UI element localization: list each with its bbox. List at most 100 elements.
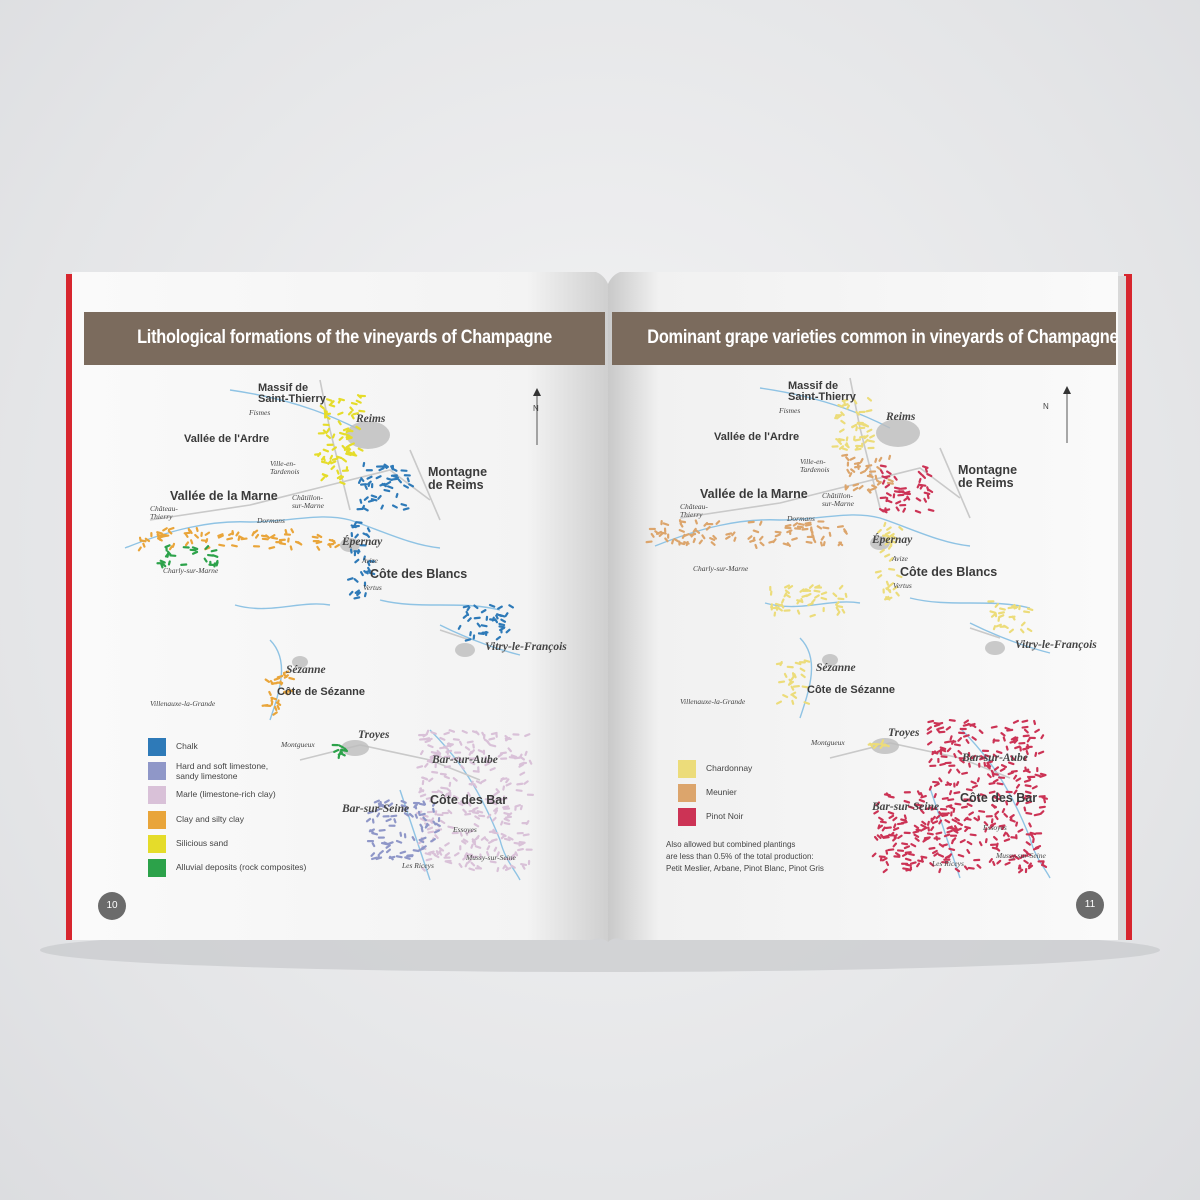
road	[939, 447, 971, 519]
road	[439, 629, 471, 641]
vineyard	[320, 455, 326, 461]
vineyard	[321, 473, 328, 478]
vineyard	[388, 802, 394, 808]
vineyard	[938, 843, 945, 848]
vineyard	[217, 534, 224, 539]
vineyard	[327, 542, 335, 546]
vineyard	[488, 839, 495, 844]
vineyard	[1003, 838, 1011, 842]
vineyard	[1009, 814, 1015, 819]
vineyard	[938, 867, 942, 874]
vineyard	[916, 862, 921, 868]
vineyard	[320, 476, 326, 482]
vineyard	[927, 741, 933, 746]
vineyard	[518, 753, 523, 759]
vineyard	[867, 488, 872, 494]
river	[379, 599, 501, 611]
vineyard	[378, 828, 386, 832]
vineyard	[754, 543, 758, 550]
vineyard	[841, 608, 846, 614]
vineyard	[419, 817, 426, 822]
vineyard	[957, 853, 965, 858]
vineyard	[941, 813, 949, 817]
vineyard	[1000, 732, 1006, 737]
vineyard	[282, 670, 290, 675]
vineyard	[775, 700, 783, 705]
vineyard	[703, 521, 709, 527]
vineyard	[879, 820, 887, 824]
place-label: Château- Thierry	[150, 504, 178, 521]
vineyard	[976, 796, 981, 802]
vineyard	[998, 824, 1006, 828]
vineyard	[984, 754, 991, 758]
vineyard	[521, 864, 526, 870]
town-area	[340, 538, 360, 552]
vineyard	[457, 801, 464, 807]
vineyard	[366, 475, 373, 480]
vineyard	[452, 777, 458, 782]
vineyard	[953, 825, 958, 831]
vineyard	[1019, 854, 1025, 859]
vineyard	[402, 507, 410, 511]
vineyard	[355, 521, 363, 524]
vineyard	[1022, 747, 1029, 751]
vineyard	[888, 454, 892, 460]
vineyard	[999, 607, 1006, 611]
vineyard	[820, 535, 825, 541]
vineyard	[184, 532, 189, 538]
vineyard	[791, 694, 798, 699]
vineyard	[888, 582, 895, 587]
vineyard	[371, 856, 378, 861]
vineyard	[774, 530, 782, 534]
vineyard	[362, 507, 369, 512]
place-label: Côte des Bar	[430, 793, 508, 807]
vineyard	[419, 823, 424, 829]
vineyard	[931, 849, 938, 855]
vineyard	[1025, 811, 1033, 815]
vineyard	[884, 531, 891, 536]
vineyard	[996, 782, 1004, 786]
vineyard	[472, 806, 479, 811]
vineyard	[780, 603, 785, 609]
vineyard	[979, 793, 987, 797]
vineyard	[892, 842, 898, 848]
vineyard	[418, 812, 426, 817]
vineyard	[922, 465, 929, 469]
place-label: Bar-sur-Seine	[872, 801, 940, 813]
vineyard	[671, 539, 675, 545]
place-label: Reims	[886, 411, 916, 423]
vineyard	[796, 599, 803, 603]
vineyard	[774, 602, 782, 607]
town-area	[341, 740, 369, 756]
vineyard	[866, 428, 873, 433]
vineyard	[367, 499, 375, 503]
vineyard	[215, 561, 219, 567]
vineyard	[508, 604, 514, 609]
vineyard	[879, 464, 887, 468]
vineyard	[970, 780, 977, 785]
vineyard	[997, 611, 1005, 615]
vineyard	[1014, 855, 1020, 860]
vineyard	[474, 845, 482, 849]
vineyard	[254, 533, 260, 539]
vineyard	[986, 760, 993, 764]
vineyard	[791, 699, 795, 705]
vineyard	[400, 804, 408, 808]
vineyard	[235, 531, 240, 537]
vineyard	[995, 623, 1002, 628]
vineyard	[333, 748, 340, 753]
vineyard	[1025, 749, 1029, 756]
vineyard	[939, 762, 947, 767]
vineyard	[368, 571, 376, 576]
vineyard	[489, 794, 494, 800]
vineyard	[884, 826, 892, 830]
place-label: Troyes	[888, 727, 920, 739]
vineyard	[473, 836, 480, 842]
vineyard	[930, 826, 935, 832]
vineyard	[408, 812, 414, 818]
vineyard	[889, 831, 895, 837]
legend-label: Marle (limestone-rich clay)	[176, 789, 276, 800]
vineyard	[419, 793, 427, 798]
vineyard	[314, 452, 322, 456]
vineyard	[276, 674, 284, 679]
